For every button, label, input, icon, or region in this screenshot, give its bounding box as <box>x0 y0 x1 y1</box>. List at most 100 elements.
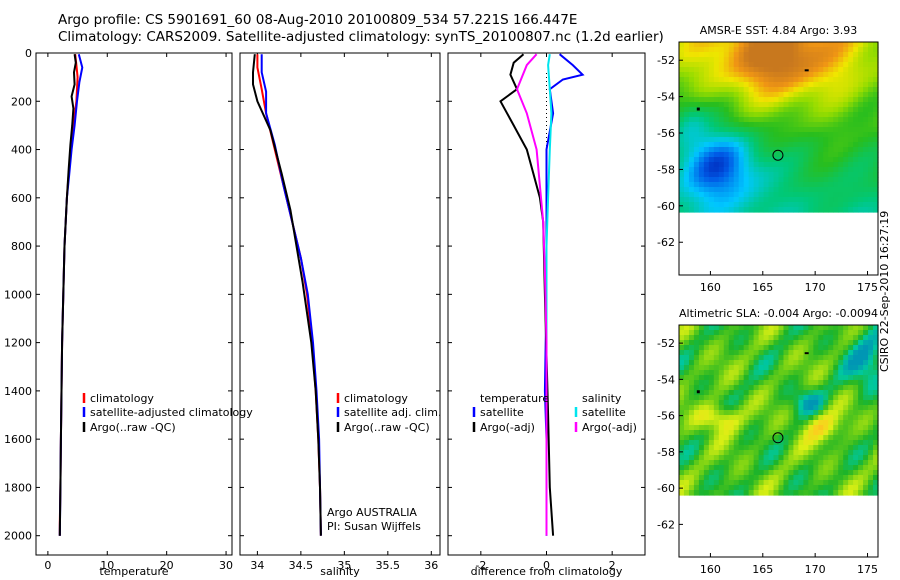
heatmap-cell <box>798 400 804 406</box>
heatmap-cell <box>743 102 750 108</box>
heatmap-cell <box>763 485 770 491</box>
heatmap-cell <box>733 400 740 406</box>
heatmap-cell <box>813 97 819 103</box>
heatmap-cell <box>763 450 770 456</box>
heatmap-cell <box>733 440 740 446</box>
heatmap-cell <box>758 375 765 381</box>
heatmap-cell <box>753 127 760 133</box>
heatmap-cell <box>743 167 750 173</box>
legend-entry-diff-temp-satellite: satellite <box>480 406 524 419</box>
heatmap-cell <box>743 172 750 178</box>
heatmap-cell <box>853 490 859 496</box>
heatmap-cell <box>798 87 804 93</box>
heatmap-cell <box>768 152 775 158</box>
heatmap-cell <box>728 370 735 376</box>
heatmap-cell <box>828 350 834 356</box>
heatmap-cell <box>868 465 874 471</box>
heatmap-cell <box>858 485 864 491</box>
heatmap-cell <box>723 207 730 213</box>
heatmap-cell <box>853 455 859 461</box>
heatmap-cell <box>743 390 750 396</box>
heatmap-cell <box>688 365 695 371</box>
heatmap-cell <box>773 167 780 173</box>
heatmap-cell <box>823 82 829 88</box>
heatmap-cell <box>758 345 765 351</box>
heatmap-cell <box>798 132 804 138</box>
heatmap-cell <box>778 465 785 471</box>
heatmap-cell <box>848 365 854 371</box>
heatmap-cell <box>783 330 790 336</box>
heatmap-cell <box>753 420 760 426</box>
y-tick-label: 1200 <box>4 337 32 350</box>
heatmap-cell <box>748 92 755 98</box>
heatmap-cell <box>698 490 705 496</box>
heatmap-cell <box>748 490 755 496</box>
heatmap-cell <box>808 192 814 198</box>
heatmap-cell <box>818 345 824 351</box>
heatmap-cell <box>853 450 859 456</box>
heatmap-cell <box>848 177 854 183</box>
x-tick-label-salinity: 35 <box>337 559 351 572</box>
heatmap-cell <box>773 92 780 98</box>
heatmap-cell <box>788 435 795 441</box>
heatmap-cell <box>768 480 775 486</box>
series-line-salinity-2 <box>252 54 322 536</box>
heatmap-cell <box>868 92 874 98</box>
heatmap-cell <box>833 330 839 336</box>
heatmap-cell <box>738 122 745 128</box>
heatmap-cell <box>683 480 690 486</box>
heatmap-cell <box>713 370 720 376</box>
heatmap-cell <box>748 162 755 168</box>
heatmap-cell <box>868 97 874 103</box>
heatmap-cell <box>753 325 760 331</box>
heatmap-cell <box>698 355 705 361</box>
heatmap-cell <box>858 192 864 198</box>
heatmap-cell <box>788 460 795 466</box>
heatmap-cell <box>848 202 854 208</box>
heatmap-cell <box>679 365 685 371</box>
heatmap-cell <box>743 82 750 88</box>
heatmap-cell <box>708 67 715 73</box>
heatmap-cell <box>803 415 809 421</box>
heatmap-cell <box>813 490 819 496</box>
heatmap-cell <box>708 202 715 208</box>
heatmap-cell <box>863 370 869 376</box>
heatmap-cell <box>768 430 775 436</box>
heatmap-cell <box>808 430 814 436</box>
heatmap-cell <box>738 355 745 361</box>
heatmap-cell <box>818 490 824 496</box>
heatmap-cell <box>803 87 809 93</box>
heatmap-cell <box>679 370 685 376</box>
heatmap-cell <box>773 490 780 496</box>
heatmap-cell <box>783 92 790 98</box>
heatmap-cell <box>773 102 780 108</box>
heatmap-cell <box>768 435 775 441</box>
heatmap-cell <box>723 202 730 208</box>
heatmap-cell <box>693 57 700 63</box>
heatmap-cell <box>818 152 824 158</box>
heatmap-cell <box>723 197 730 203</box>
heatmap-cell <box>713 445 720 451</box>
heatmap-cell <box>853 177 859 183</box>
heatmap-cell <box>679 72 685 78</box>
heatmap-cell <box>683 132 690 138</box>
heatmap-cell <box>733 122 740 128</box>
heatmap-cell <box>758 365 765 371</box>
heatmap-cell <box>793 460 799 466</box>
heatmap-cell <box>788 157 795 163</box>
heatmap-cell <box>818 172 824 178</box>
heatmap-raster-sla_map <box>679 325 879 496</box>
heatmap-cell <box>843 435 849 441</box>
heatmap-cell <box>768 52 775 58</box>
heatmap-cell <box>793 127 799 133</box>
heatmap-cell <box>858 475 864 481</box>
heatmap-cell <box>808 435 814 441</box>
heatmap-cell <box>713 415 720 421</box>
heatmap-cell <box>728 152 735 158</box>
heatmap-cell <box>858 410 864 416</box>
heatmap-cell <box>693 172 700 178</box>
heatmap-cell <box>773 380 780 386</box>
heatmap-cell <box>679 380 685 386</box>
heatmap-cell <box>753 440 760 446</box>
heatmap-cell <box>679 207 685 213</box>
